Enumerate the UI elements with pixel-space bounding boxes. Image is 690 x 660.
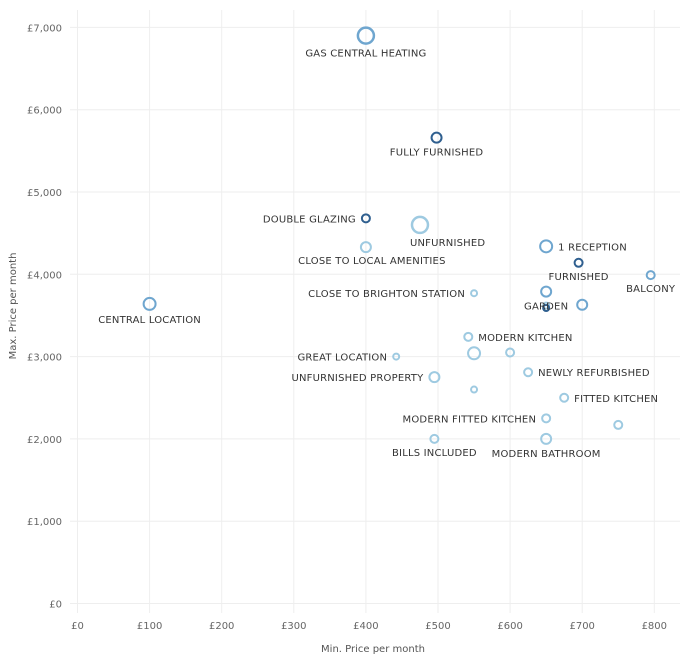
scatter-point[interactable] (505, 347, 516, 358)
scatter-point[interactable] (392, 352, 401, 361)
x-tick-label: £700 (569, 621, 594, 632)
point-label: CENTRAL LOCATION (98, 315, 201, 326)
point-label: 1 RECEPTION (558, 242, 627, 253)
point-label: BILLS INCLUDED (392, 448, 477, 459)
scatter-point[interactable] (467, 346, 482, 361)
y-tick-label: £1,000 (27, 517, 62, 528)
y-axis-ticks: £0 £1,000 £2,000 £3,000 £4,000 £5,000 £6,000 £7… (27, 23, 62, 610)
x-tick-label: £400 (353, 621, 378, 632)
point-label: GREAT LOCATION (297, 353, 387, 364)
scatter-point[interactable] (542, 304, 551, 313)
scatter-point[interactable] (540, 432, 553, 445)
x-axis-ticks: £0 £100 £200 £300 £400 £500 £600 £700 £800 (71, 621, 667, 632)
x-tick-label: £800 (642, 621, 667, 632)
point-label: CLOSE TO BRIGHTON STATION (308, 289, 465, 300)
x-tick-label: £0 (71, 621, 84, 632)
scatter-point[interactable] (576, 298, 589, 311)
x-tick-label: £600 (497, 621, 522, 632)
scatter-point[interactable] (540, 285, 553, 298)
y-tick-label: £6,000 (27, 106, 62, 117)
point-label: MODERN KITCHEN (478, 333, 572, 344)
scatter-point[interactable] (356, 26, 376, 45)
x-tick-label: £200 (209, 621, 234, 632)
point-label: GARDEN (524, 302, 568, 313)
scatter-point[interactable] (523, 367, 534, 378)
scatter-point[interactable] (463, 331, 474, 342)
point-label: MODERN FITTED KITCHEN (403, 414, 537, 425)
point-label: CLOSE TO LOCAL AMENITIES (298, 256, 445, 267)
point-label: DOUBLE GLAZING (263, 214, 356, 225)
scatter-point[interactable] (470, 289, 479, 298)
scatter-point[interactable] (539, 239, 554, 254)
scatter-point[interactable] (410, 215, 430, 235)
point-label: NEWLY REFURBISHED (538, 368, 650, 379)
point-label: GAS CENTRAL HEATING (305, 49, 426, 60)
point-label: UNFURNISHED PROPERTY (291, 373, 424, 384)
point-labels: GAS CENTRAL HEATING FULLY FURNISHED DOUBLE… (98, 49, 676, 460)
scatter-point[interactable] (470, 385, 479, 394)
x-axis-title: Min. Price per month (321, 644, 425, 655)
scatter-point[interactable] (359, 241, 372, 254)
scatter-point[interactable] (428, 371, 441, 384)
x-tick-label: £500 (425, 621, 450, 632)
y-tick-label: £5,000 (27, 188, 62, 199)
y-tick-label: £0 (49, 600, 62, 611)
y-tick-label: £4,000 (27, 270, 62, 281)
y-axis-title: Max. Price per month (8, 253, 19, 360)
scatter-point[interactable] (429, 433, 440, 444)
data-points (142, 26, 656, 445)
point-label: FULLY FURNISHED (390, 148, 484, 159)
scatter-point[interactable] (142, 296, 157, 311)
x-tick-label: £300 (281, 621, 306, 632)
point-label: FITTED KITCHEN (574, 394, 658, 405)
point-label: UNFURNISHED (410, 238, 485, 249)
scatter-point[interactable] (541, 413, 552, 424)
scatter-point[interactable] (573, 257, 584, 268)
scatter-point[interactable] (430, 131, 443, 144)
y-tick-label: £7,000 (27, 23, 62, 34)
grid (70, 10, 680, 613)
point-label: MODERN BATHROOM (492, 449, 601, 460)
scatter-point[interactable] (360, 213, 371, 224)
scatter-point[interactable] (559, 392, 570, 403)
y-tick-label: £2,000 (27, 435, 62, 446)
point-label: BALCONY (626, 284, 676, 295)
scatter-point[interactable] (645, 270, 656, 281)
scatter-point[interactable] (613, 419, 624, 430)
point-label: FURNISHED (549, 272, 609, 283)
x-tick-label: £100 (137, 621, 162, 632)
y-tick-label: £3,000 (27, 353, 62, 364)
